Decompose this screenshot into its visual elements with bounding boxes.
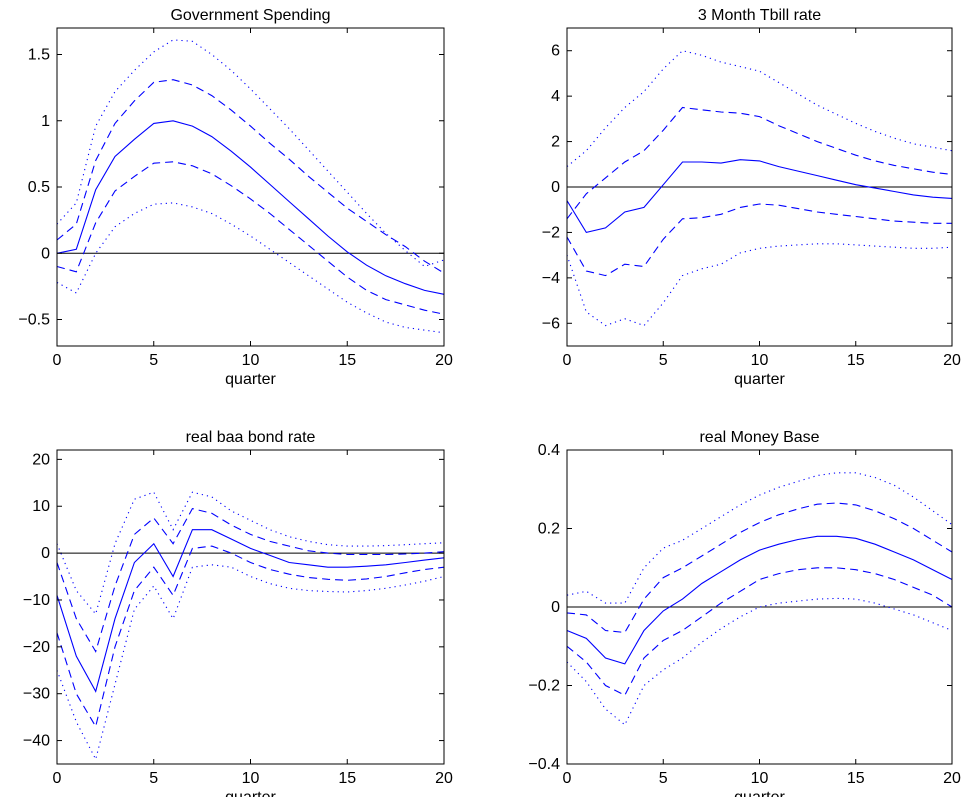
series-dotted-3: [56, 39, 445, 268]
panel-real-money-base: 0 5 10 15 20 −0.4 −0.2 0 0.2 0.4 real Money Base qu…: [528, 429, 961, 797]
x-tick-label: 0: [53, 352, 62, 369]
y-tick-label: 10: [32, 498, 50, 515]
series-dotted-4: [56, 202, 445, 334]
y-tick-label: −10: [23, 592, 50, 609]
series-solid-0: [56, 120, 445, 295]
y-tick-label: 0: [41, 545, 50, 562]
chart-title: Government Spending: [170, 7, 330, 24]
series-solid-0: [566, 159, 953, 234]
series-solid-0: [56, 529, 445, 693]
y-tick-label: −30: [23, 686, 50, 703]
x-tick-label: 5: [659, 770, 668, 787]
x-tick-label: 10: [242, 352, 260, 369]
panel-real-baa-bond-rate: 0 5 10 15 20 −40 −30 −20 −10 0 10 20 real baa bond r…: [23, 429, 453, 797]
panel-government-spending: 0 5 10 15 20 −0.5 0 0.5 1 1.5 Government Spending q…: [18, 7, 453, 388]
y-tick-label: −0.2: [528, 678, 560, 695]
x-tick-label: 10: [242, 770, 260, 787]
series-dotted-3: [566, 472, 953, 604]
x-tick-label: 0: [563, 352, 572, 369]
y-tick-label: 0: [551, 179, 560, 196]
series-dotted-3: [566, 50, 953, 168]
series-dotted-4: [566, 597, 953, 726]
series-dashed-1: [566, 106, 953, 220]
x-axis-label: quarter: [225, 371, 276, 388]
y-tick-label: 0: [41, 245, 50, 262]
x-tick-label: 5: [659, 352, 668, 369]
x-tick-label: 20: [943, 770, 961, 787]
panel-3-month-tbill-rate: 0 5 10 15 20 −6 −4 −2 0 2 4 6 3 Month Tbill rate quar…: [542, 7, 961, 388]
y-tick-label: −4: [542, 270, 560, 287]
series-dashed-2: [56, 161, 445, 315]
x-tick-label: 15: [847, 770, 865, 787]
x-tick-label: 10: [751, 352, 769, 369]
x-tick-label: 5: [149, 352, 158, 369]
y-tick-label: −6: [542, 315, 560, 332]
chart-title: 3 Month Tbill rate: [698, 7, 821, 24]
x-tick-label: 5: [149, 770, 158, 787]
y-tick-label: 20: [32, 451, 50, 468]
y-tick-label: 4: [551, 88, 560, 105]
x-axis-label: quarter: [225, 789, 276, 797]
y-tick-label: −0.4: [528, 756, 560, 773]
x-tick-label: 15: [338, 352, 356, 369]
y-tick-label: 0.2: [538, 521, 560, 538]
series-dashed-2: [56, 545, 445, 728]
x-tick-label: 15: [338, 770, 356, 787]
y-tick-label: −40: [23, 733, 50, 750]
series-dotted-4: [566, 243, 953, 327]
series-solid-0: [566, 535, 953, 665]
axes-box: [56, 449, 445, 765]
series-dashed-1: [566, 502, 953, 634]
y-tick-label: 2: [551, 134, 560, 151]
y-tick-label: 1: [41, 113, 50, 130]
x-tick-label: 20: [943, 352, 961, 369]
y-tick-label: 6: [551, 43, 560, 60]
x-tick-label: 0: [563, 770, 572, 787]
y-tick-label: −20: [23, 639, 50, 656]
chart-title: real baa bond rate: [186, 429, 316, 446]
y-tick-label: 1.5: [28, 47, 50, 64]
x-tick-label: 20: [435, 352, 453, 369]
series-dashed-2: [566, 203, 952, 277]
series-dashed-2: [566, 567, 953, 697]
chart-title: real Money Base: [699, 429, 819, 446]
x-tick-label: 20: [435, 770, 453, 787]
x-axis-label: quarter: [734, 789, 785, 797]
x-tick-label: 15: [847, 352, 865, 369]
series-dashed-1: [56, 507, 445, 653]
x-tick-label: 10: [751, 770, 769, 787]
y-tick-label: −2: [542, 224, 560, 241]
series-dotted-4: [56, 564, 445, 761]
axes-box: [56, 27, 445, 347]
series-dashed-1: [56, 79, 445, 274]
y-tick-label: 0.4: [538, 442, 560, 459]
y-tick-label: 0: [551, 599, 560, 616]
x-axis-label: quarter: [734, 371, 785, 388]
y-tick-label: 0.5: [28, 179, 50, 196]
x-tick-label: 0: [53, 770, 62, 787]
y-tick-label: −0.5: [18, 312, 50, 329]
